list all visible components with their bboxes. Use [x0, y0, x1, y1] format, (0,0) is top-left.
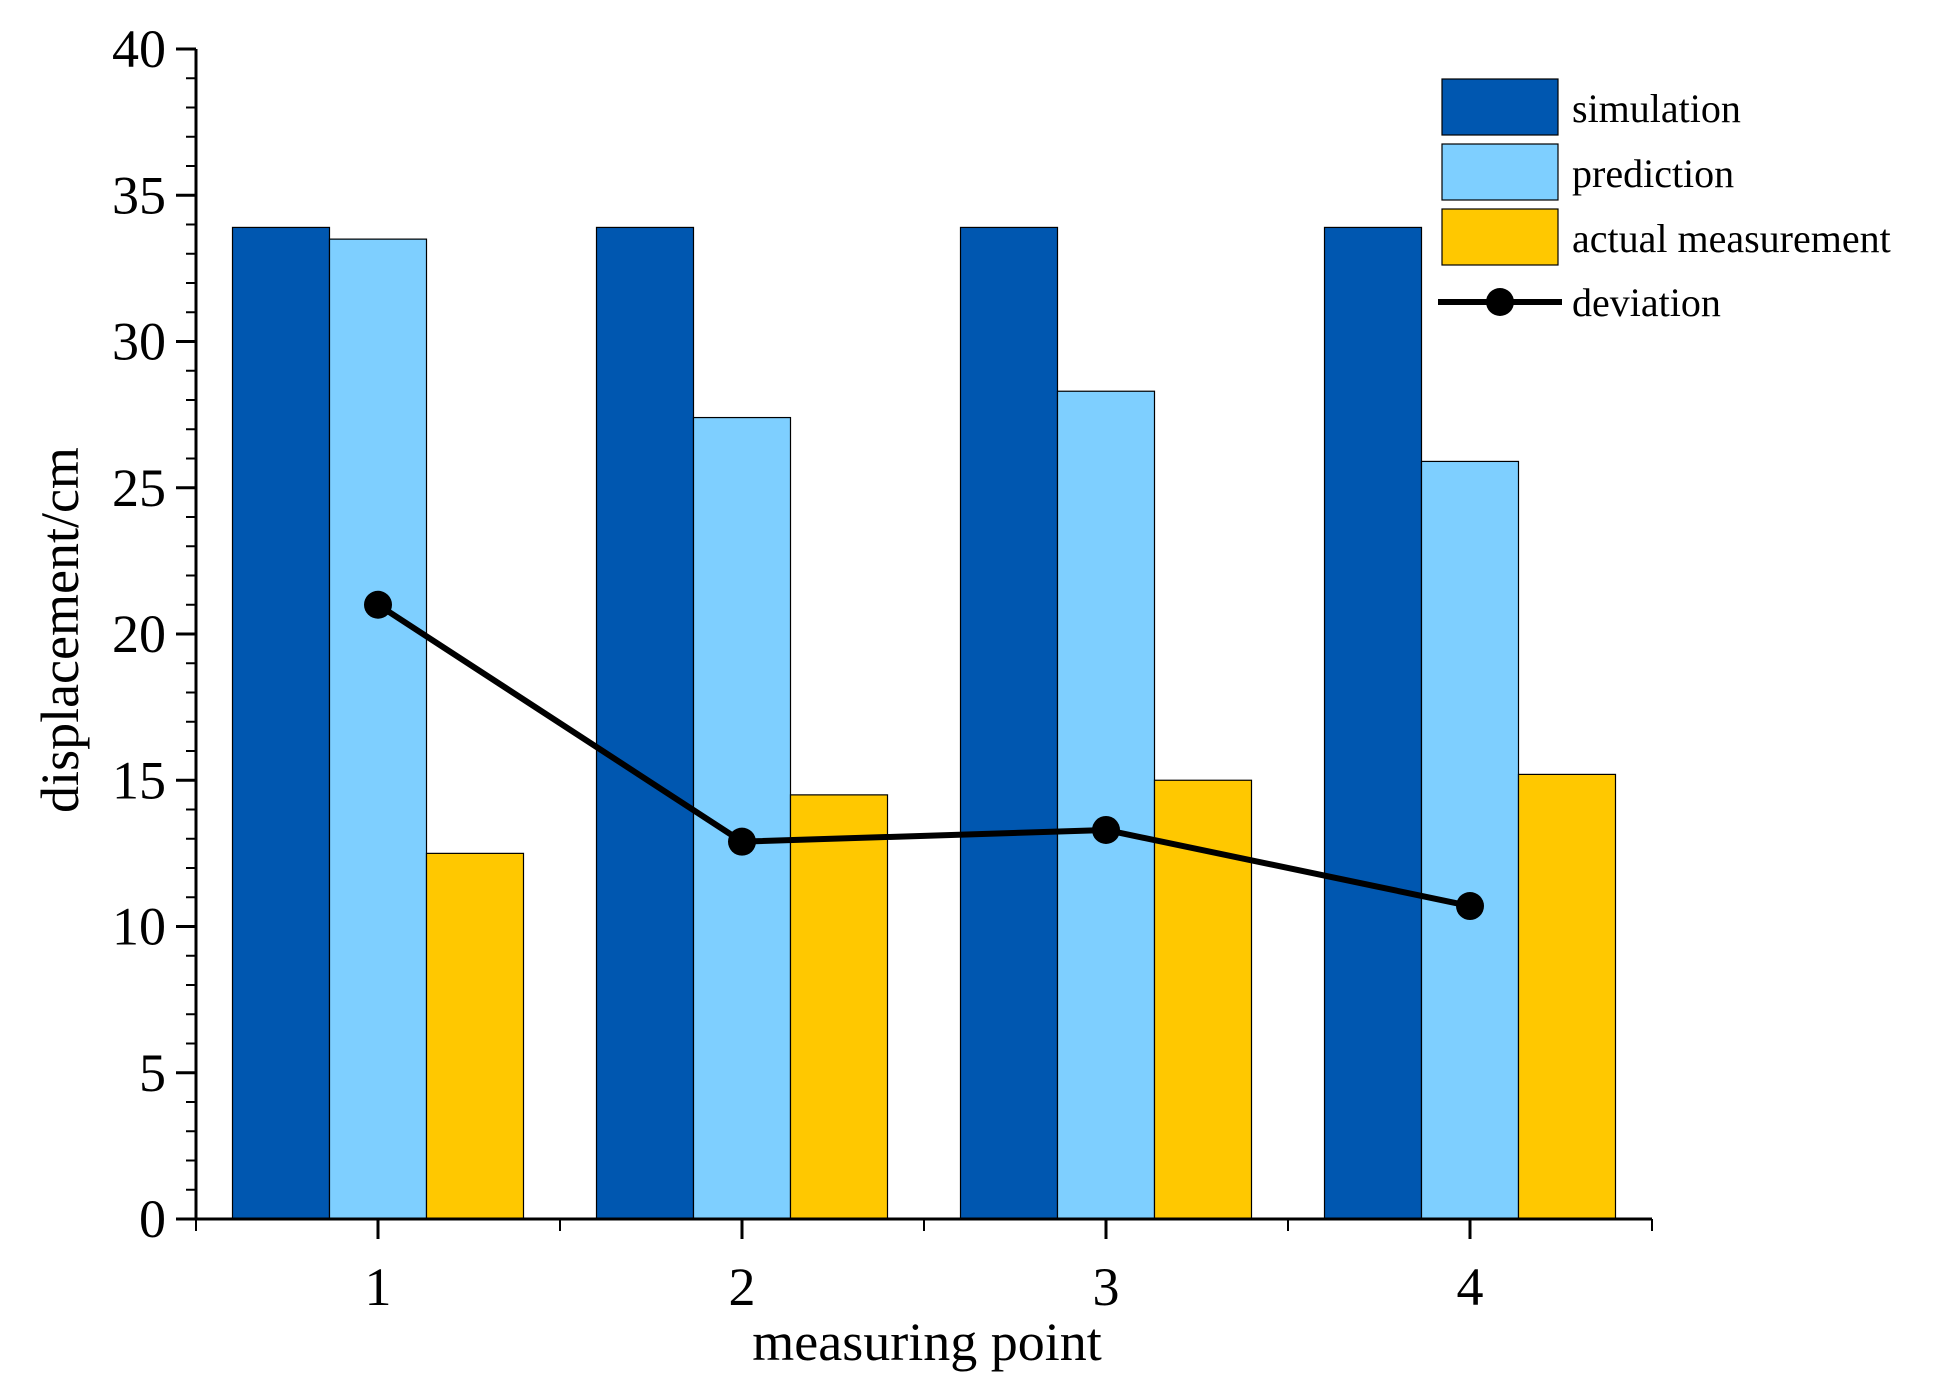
- legend-swatch-actual-measurement: [1441, 208, 1559, 266]
- marker-deviation-4: [1456, 892, 1484, 921]
- y-tick-label-40: 40: [112, 19, 166, 79]
- legend-label-prediction: prediction: [1572, 151, 1734, 196]
- bar-prediction-1: [328, 238, 428, 1220]
- bar-actual-measurement-2: [789, 794, 889, 1220]
- bar-actual-measurement-4: [1517, 773, 1617, 1220]
- legend-label-actual-measurement: actual measurement: [1572, 216, 1891, 261]
- bars-layer: [231, 226, 1617, 1220]
- y-tick-label-5: 5: [139, 1043, 166, 1103]
- legend-swatch-prediction: [1441, 143, 1559, 201]
- x-tick-label-1: 1: [365, 1257, 392, 1317]
- y-tick-label-0: 0: [139, 1189, 166, 1249]
- y-tick-label-35: 35: [112, 165, 166, 225]
- bar-simulation-3: [959, 226, 1059, 1220]
- y-tick-label-25: 25: [112, 458, 166, 518]
- axes-layer: 0 5 10 15 20 25 30 35 40 1 2 3 4: [112, 19, 1653, 1317]
- y-tick-label-15: 15: [112, 750, 166, 810]
- legend-label-deviation: deviation: [1572, 280, 1721, 325]
- legend-swatch-marker-deviation: [1486, 288, 1514, 316]
- legend-swatch-simulation: [1441, 78, 1559, 136]
- x-tick-label-3: 3: [1093, 1257, 1120, 1317]
- bar-actual-measurement-1: [425, 852, 525, 1220]
- marker-deviation-1: [364, 590, 392, 619]
- y-tick-label-10: 10: [112, 897, 166, 957]
- bar-actual-measurement-3: [1153, 779, 1253, 1220]
- bar-prediction-3: [1056, 390, 1156, 1220]
- bar-simulation-2: [595, 226, 695, 1220]
- y-tick-label-20: 20: [112, 604, 166, 664]
- bar-prediction-4: [1420, 460, 1520, 1220]
- bar-simulation-1: [231, 226, 331, 1220]
- deviation-line-layer: [364, 590, 1484, 921]
- legend: simulation prediction actual measurement de…: [1438, 78, 1891, 325]
- bar-simulation-4: [1323, 226, 1423, 1220]
- x-tick-label-2: 2: [729, 1257, 756, 1317]
- x-tick-label-4: 4: [1457, 1257, 1484, 1317]
- marker-deviation-3: [1092, 815, 1120, 844]
- legend-label-simulation: simulation: [1572, 86, 1741, 131]
- y-axis-title: displacement/cm: [30, 447, 90, 813]
- line-deviation: [376, 602, 1471, 909]
- x-axis-title: measuring point: [752, 1312, 1101, 1372]
- marker-deviation-2: [728, 827, 756, 856]
- y-tick-label-30: 30: [112, 312, 166, 372]
